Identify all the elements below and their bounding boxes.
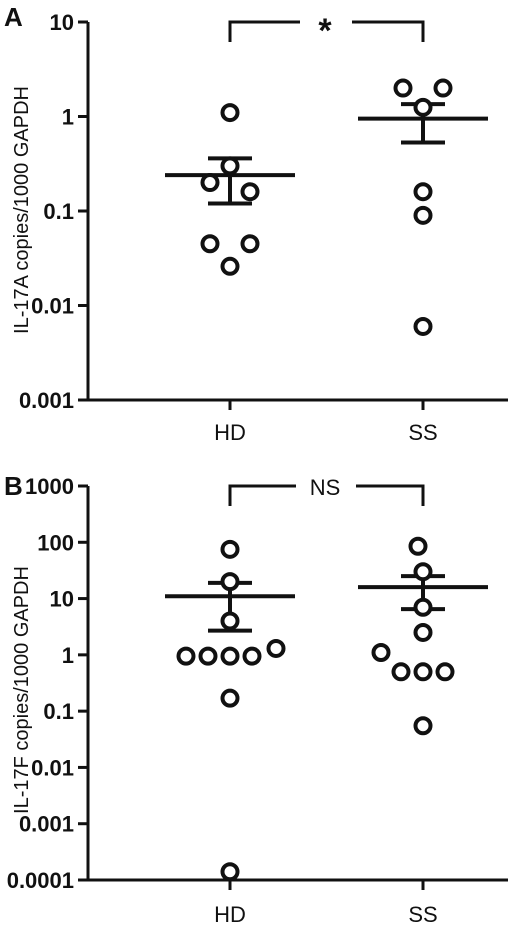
panel-a-y-tick-label: 0.1 bbox=[43, 199, 74, 224]
panel-b-data-point bbox=[413, 716, 433, 736]
panel-b-data-point bbox=[220, 611, 240, 631]
panel-b-significance-label: NS bbox=[310, 475, 341, 500]
panel-b-data-point bbox=[176, 646, 196, 666]
panel-b-bracket-right bbox=[356, 484, 425, 506]
panel-b-significance-bracket: NS bbox=[228, 475, 425, 506]
panel-b-data-point bbox=[266, 638, 286, 658]
panel-a-y-tick-label: 0.01 bbox=[31, 294, 74, 319]
panel-b-letter: B bbox=[4, 471, 23, 501]
panel-b-data-point bbox=[408, 536, 428, 556]
panel-a-categories: HD SS bbox=[214, 400, 438, 445]
panel-a-data-point bbox=[240, 234, 260, 254]
panel-a-bracket-left bbox=[228, 20, 300, 42]
panel-b-categories: HD SS bbox=[214, 880, 438, 927]
panel-a-points bbox=[200, 78, 453, 336]
panel-a-significance-label: * bbox=[318, 12, 332, 50]
panel-a-data-point bbox=[413, 182, 433, 202]
panel-a-data-point bbox=[220, 256, 240, 276]
panel-b: B IL-17F copies/1000 GAPDH 0.00010.0010.… bbox=[4, 471, 508, 927]
panel-a-data-point bbox=[413, 316, 433, 336]
panel-b-points bbox=[176, 536, 455, 882]
panel-a: A IL-17A copies/1000 GAPDH 0.001 0.01 0.1 1… bbox=[4, 2, 508, 445]
panel-b-y-tick-label: 0.001 bbox=[19, 812, 74, 837]
panel-a-data-point bbox=[413, 97, 433, 117]
panel-a-category-label: SS bbox=[408, 420, 437, 445]
panel-a-category-label: HD bbox=[214, 420, 246, 445]
panel-b-data-point bbox=[413, 622, 433, 642]
panel-b-category-label: SS bbox=[408, 902, 437, 927]
panel-b-data-point bbox=[220, 539, 240, 559]
panel-a-data-point bbox=[200, 234, 220, 254]
panel-b-y-tick-label: 0.0001 bbox=[7, 868, 74, 893]
panel-b-y-tick-label: 0.01 bbox=[31, 755, 74, 780]
panel-b-axes bbox=[86, 486, 508, 882]
panel-b-bracket-left bbox=[228, 484, 296, 506]
panel-b-data-point bbox=[242, 646, 262, 666]
panel-b-data-point bbox=[413, 562, 433, 582]
panel-b-data-point bbox=[435, 662, 455, 682]
panel-b-data-point bbox=[198, 646, 218, 666]
panel-a-data-point bbox=[240, 182, 260, 202]
panel-a-y-tick-label: 0.001 bbox=[19, 388, 74, 413]
panel-a-letter: A bbox=[4, 2, 23, 32]
panel-b-y-tick-label: 1000 bbox=[25, 474, 74, 499]
panel-b-data-point bbox=[220, 862, 240, 882]
panel-a-y-tick-label: 1 bbox=[62, 105, 74, 130]
panel-a-bracket-right bbox=[352, 20, 425, 42]
panel-b-y-tick-label: 0.1 bbox=[43, 699, 74, 724]
panel-b-data-point bbox=[413, 597, 433, 617]
panel-b-y-tick-label: 10 bbox=[50, 587, 74, 612]
panel-a-data-point bbox=[413, 205, 433, 225]
panel-a-y-axis-label: IL-17A copies/1000 GAPDH bbox=[11, 86, 33, 334]
panel-a-y-tick-label: 10 bbox=[50, 10, 74, 35]
panel-a-significance-bracket: * bbox=[228, 12, 425, 50]
panel-b-summary bbox=[165, 574, 488, 633]
panel-a-data-point bbox=[220, 103, 240, 123]
panel-b-data-point bbox=[220, 572, 240, 592]
panel-b-y-tick-label: 1 bbox=[62, 643, 74, 668]
panel-b-y-ticks: 0.0001 0.001 0.01 0.1 1 10 100 1000 bbox=[7, 474, 88, 893]
panel-b-data-point bbox=[391, 662, 411, 682]
panel-b-data-point bbox=[220, 688, 240, 708]
panel-a-data-point bbox=[393, 78, 413, 98]
panel-b-category-label: HD bbox=[214, 902, 246, 927]
panel-b-data-point bbox=[371, 643, 391, 663]
panel-b-y-axis-label: IL-17F copies/1000 GAPDH bbox=[11, 566, 33, 814]
panel-a-data-point bbox=[220, 156, 240, 176]
panel-b-data-point bbox=[220, 646, 240, 666]
panel-a-y-ticks: 0.001 0.01 0.1 1 10 bbox=[19, 10, 88, 413]
panel-b-y-tick-label: 100 bbox=[37, 530, 74, 555]
panel-a-data-point bbox=[433, 78, 453, 98]
panel-a-axes bbox=[86, 22, 508, 402]
panel-b-data-point bbox=[413, 662, 433, 682]
panel-a-data-point bbox=[200, 173, 220, 193]
